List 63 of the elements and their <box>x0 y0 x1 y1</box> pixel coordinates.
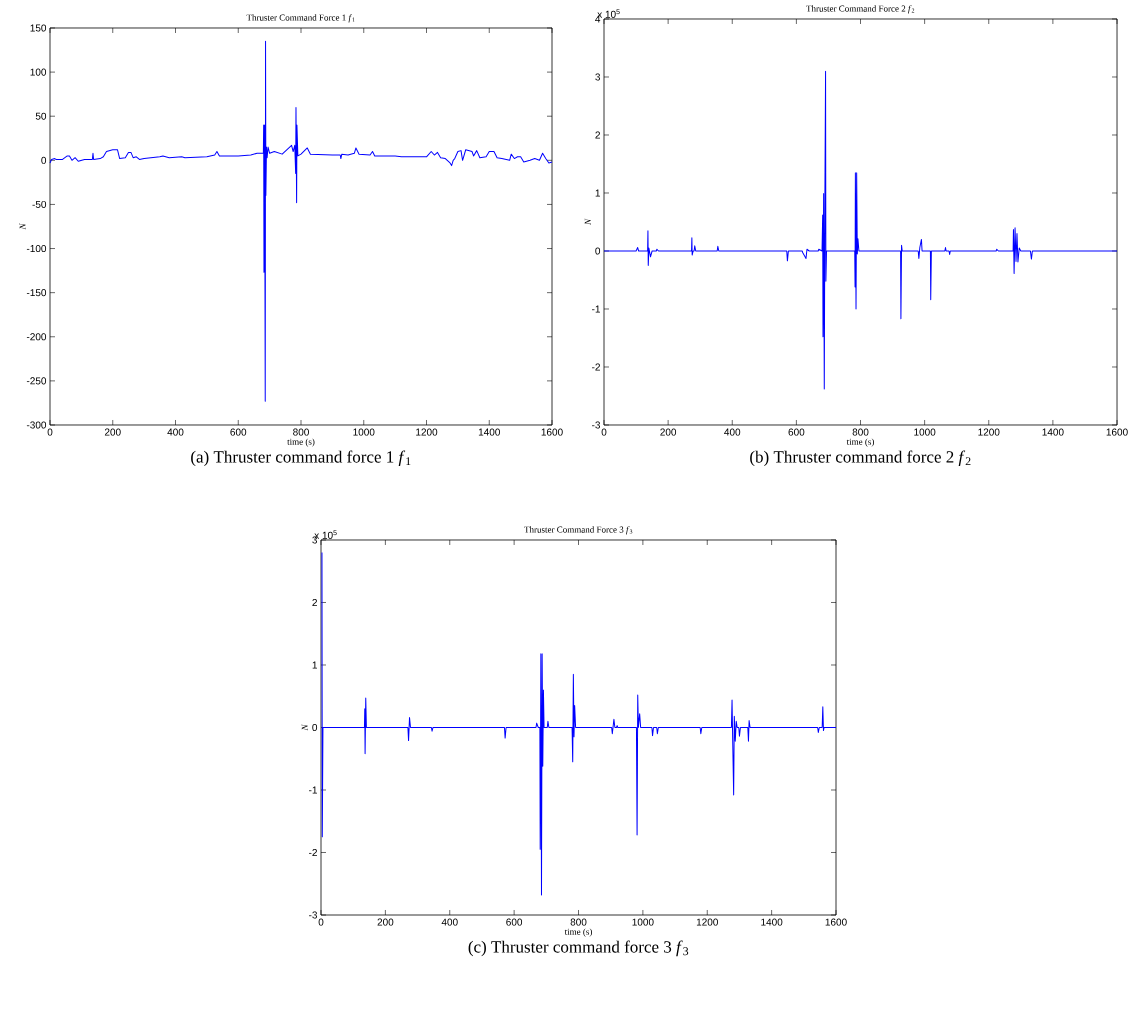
y-tick-label: -3 <box>592 421 601 429</box>
chart-title: Thruster Command Force 1 f$_{1}$ <box>246 14 355 23</box>
x-tick-label: 600 <box>506 918 523 926</box>
x-tick-label: 200 <box>377 918 394 926</box>
x-tick-label: 800 <box>852 428 869 436</box>
y-tick-label: -3 <box>309 911 318 919</box>
y-tick-label: 50 <box>35 112 47 120</box>
x-tick-label: 600 <box>230 428 247 436</box>
y-tick-label: -150 <box>26 289 47 297</box>
x-tick-label: 800 <box>570 918 587 926</box>
x-tick-label: 1600 <box>1106 428 1128 436</box>
chart-title: Thruster Command Force 2 f$_{2}$ <box>806 5 915 14</box>
y-tick-label: -100 <box>26 245 47 253</box>
x-tick-label: 1400 <box>761 918 783 926</box>
x-axis-title: time (s) <box>846 438 874 447</box>
x-tick-label: 0 <box>318 918 324 926</box>
y-tick-label: -300 <box>26 421 47 429</box>
y-tick-label: 150 <box>30 24 47 32</box>
y-axis-title: N <box>19 223 26 230</box>
y-tick-label: -2 <box>309 849 317 856</box>
x-tick-label: 0 <box>47 428 53 436</box>
x-tick-label: 1000 <box>914 428 936 436</box>
text: (c) Thruster command force 3 f$_{3}$ <box>468 940 689 957</box>
y-tick-label: 2 <box>595 131 600 139</box>
x-tick-label: 1600 <box>541 428 563 436</box>
y-tick-label: 2 <box>312 599 317 606</box>
y-tick-label: -2 <box>592 363 600 371</box>
y-tick-label: 1 <box>595 189 600 197</box>
y-tick-label: 3 <box>595 73 601 81</box>
x-tick-label: 400 <box>724 428 741 436</box>
x-tick-label: 800 <box>293 428 309 436</box>
x-tick-label: 200 <box>660 428 677 436</box>
y-tick-label: 0 <box>41 156 47 164</box>
text: (a) Thruster command force 1 f$_{1}$ <box>191 450 411 467</box>
x-tick-label: 1200 <box>978 428 1000 436</box>
x-tick-label: 600 <box>788 428 805 436</box>
x-tick-label: 0 <box>601 428 607 436</box>
x-tick-label: 400 <box>167 428 184 436</box>
y-tick-label: 1 <box>312 661 317 669</box>
line-series <box>321 551 837 896</box>
x-axis-title: time (s) <box>287 438 315 447</box>
y-tick-label: 0 <box>312 723 318 732</box>
x-tick-label: 1400 <box>478 428 500 436</box>
x-tick-label: 1400 <box>1042 428 1064 436</box>
x-tick-label: 1200 <box>416 428 438 436</box>
x-tick-label: 1600 <box>825 918 847 926</box>
chart-title: Thruster Command Force 3 f$_{3}$ <box>524 526 633 535</box>
y-tick-label: -1 <box>309 786 317 794</box>
x-tick-label: 400 <box>441 918 458 926</box>
x-tick-label: 200 <box>104 428 121 436</box>
y-tick-label: -200 <box>26 333 47 341</box>
y-tick-label: -50 <box>32 200 47 208</box>
y-tick-label: -1 <box>592 305 600 313</box>
y-tick-label: 0 <box>595 247 601 255</box>
x-tick-label: 1000 <box>353 428 375 436</box>
y-tick-label: -250 <box>26 377 47 385</box>
text: (b) Thruster command force 2 f$_{2}$ <box>750 450 971 467</box>
x-axis-title: time (s) <box>564 928 592 937</box>
x-tick-label: 1200 <box>696 918 718 926</box>
y-axis-title: N <box>584 218 591 226</box>
y-axis-title: N <box>301 724 308 731</box>
y-tick-label: 100 <box>30 68 47 76</box>
x-tick-label: 1000 <box>632 918 654 926</box>
